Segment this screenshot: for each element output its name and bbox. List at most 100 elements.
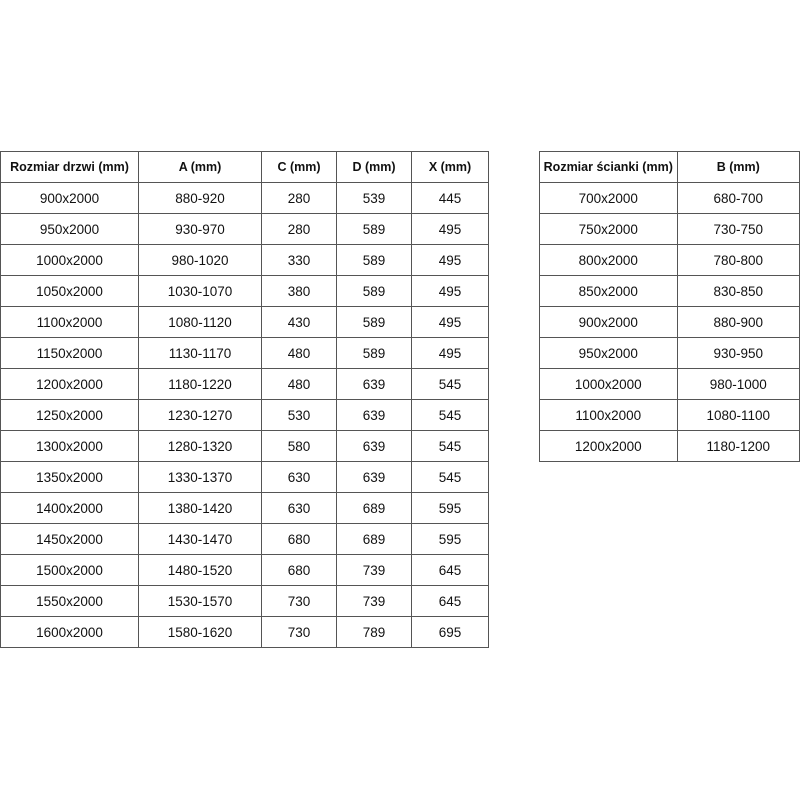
table-cell: 1550x2000 — [0, 585, 139, 617]
table-cell: 1130-1170 — [138, 337, 262, 369]
table-cell: 589 — [336, 244, 412, 276]
table-cell: 1200x2000 — [539, 430, 678, 462]
table-cell: 580 — [261, 430, 337, 462]
table-cell: 1180-1220 — [138, 368, 262, 400]
table-row: 1000x2000 980-1020 330 589 495 — [0, 244, 489, 276]
table-cell: 430 — [261, 306, 337, 338]
table-cell: 850x2000 — [539, 275, 678, 307]
table-cell: 780-800 — [676, 244, 800, 276]
table-cell: 950x2000 — [0, 213, 139, 245]
table-cell: 1500x2000 — [0, 554, 139, 586]
table-cell: 750x2000 — [539, 213, 678, 245]
table-cell: 595 — [411, 492, 489, 524]
table-cell: 900x2000 — [0, 182, 139, 214]
table-cell: 639 — [336, 368, 412, 400]
door-size-table: Rozmiar drzwi (mm) A (mm) C (mm) D (mm) X (m… — [0, 151, 489, 648]
table-cell: 480 — [261, 337, 337, 369]
column-header: X (mm) — [411, 151, 489, 183]
table-row: 1150x2000 1130-1170 480 589 495 — [0, 337, 489, 369]
table-cell: 980-1020 — [138, 244, 262, 276]
table-cell: 639 — [336, 461, 412, 493]
table-cell: 680 — [261, 523, 337, 555]
table-cell: 480 — [261, 368, 337, 400]
table-row: 1100x2000 1080-1100 — [539, 399, 800, 431]
column-header: A (mm) — [138, 151, 262, 183]
table-cell: 1050x2000 — [0, 275, 139, 307]
table-row: 1250x2000 1230-1270 530 639 545 — [0, 399, 489, 431]
table-cell: 1350x2000 — [0, 461, 139, 493]
table-cell: 739 — [336, 585, 412, 617]
table-cell: 495 — [411, 306, 489, 338]
table-cell: 539 — [336, 182, 412, 214]
table-row: 1050x2000 1030-1070 380 589 495 — [0, 275, 489, 307]
table-cell: 900x2000 — [539, 306, 678, 338]
table-cell: 630 — [261, 461, 337, 493]
table-cell: 880-900 — [676, 306, 800, 338]
table-cell: 545 — [411, 399, 489, 431]
table-row: 1100x2000 1080-1120 430 589 495 — [0, 306, 489, 338]
table-row: 750x2000 730-750 — [539, 213, 800, 245]
table-cell: 1100x2000 — [0, 306, 139, 338]
table-cell: 950x2000 — [539, 337, 678, 369]
table-cell: 1300x2000 — [0, 430, 139, 462]
table-row: 1500x2000 1480-1520 680 739 645 — [0, 554, 489, 586]
header-row: Rozmiar ścianki (mm) B (mm) — [539, 151, 800, 183]
table-cell: 1150x2000 — [0, 337, 139, 369]
table-cell: 739 — [336, 554, 412, 586]
table-row: 1550x2000 1530-1570 730 739 645 — [0, 585, 489, 617]
column-header: D (mm) — [336, 151, 412, 183]
table-cell: 1230-1270 — [138, 399, 262, 431]
table-cell: 1180-1200 — [676, 430, 800, 462]
table-cell: 589 — [336, 275, 412, 307]
table-row: 800x2000 780-800 — [539, 244, 800, 276]
table-cell: 1000x2000 — [539, 368, 678, 400]
table-cell: 1480-1520 — [138, 554, 262, 586]
table-cell: 645 — [411, 554, 489, 586]
table-cell: 630 — [261, 492, 337, 524]
table-cell: 1530-1570 — [138, 585, 262, 617]
table-cell: 639 — [336, 430, 412, 462]
table-cell: 545 — [411, 461, 489, 493]
table-cell: 730 — [261, 585, 337, 617]
table-cell: 1080-1100 — [676, 399, 800, 431]
table-cell: 1200x2000 — [0, 368, 139, 400]
table-row: 1200x2000 1180-1220 480 639 545 — [0, 368, 489, 400]
table-row: 900x2000 880-900 — [539, 306, 800, 338]
table-cell: 545 — [411, 368, 489, 400]
table-cell: 280 — [261, 213, 337, 245]
table-cell: 689 — [336, 492, 412, 524]
table-cell: 1000x2000 — [0, 244, 139, 276]
table-cell: 645 — [411, 585, 489, 617]
table-row: 1200x2000 1180-1200 — [539, 430, 800, 462]
table-row: 1400x2000 1380-1420 630 689 595 — [0, 492, 489, 524]
table-row: 700x2000 680-700 — [539, 182, 800, 214]
table-cell: 930-950 — [676, 337, 800, 369]
table-cell: 330 — [261, 244, 337, 276]
table-cell: 1450x2000 — [0, 523, 139, 555]
table-cell: 730-750 — [676, 213, 800, 245]
table-cell: 700x2000 — [539, 182, 678, 214]
table-row: 850x2000 830-850 — [539, 275, 800, 307]
table-cell: 495 — [411, 275, 489, 307]
table-cell: 730 — [261, 616, 337, 648]
table-cell: 1600x2000 — [0, 616, 139, 648]
table-row: 1350x2000 1330-1370 630 639 545 — [0, 461, 489, 493]
table-cell: 830-850 — [676, 275, 800, 307]
column-header: Rozmiar ścianki (mm) — [539, 151, 678, 183]
table-cell: 1100x2000 — [539, 399, 678, 431]
column-header: Rozmiar drzwi (mm) — [0, 151, 139, 183]
table-cell: 530 — [261, 399, 337, 431]
table-cell: 589 — [336, 306, 412, 338]
table-cell: 1380-1420 — [138, 492, 262, 524]
table-cell: 689 — [336, 523, 412, 555]
table-cell: 800x2000 — [539, 244, 678, 276]
table-row: 1300x2000 1280-1320 580 639 545 — [0, 430, 489, 462]
table-cell: 445 — [411, 182, 489, 214]
wall-size-table: Rozmiar ścianki (mm) B (mm) 700x2000 680-70… — [539, 151, 800, 462]
table-row: 1450x2000 1430-1470 680 689 595 — [0, 523, 489, 555]
table-row: 950x2000 930-970 280 589 495 — [0, 213, 489, 245]
column-header: B (mm) — [676, 151, 800, 183]
table-cell: 495 — [411, 244, 489, 276]
table-cell: 545 — [411, 430, 489, 462]
table-row: 1000x2000 980-1000 — [539, 368, 800, 400]
